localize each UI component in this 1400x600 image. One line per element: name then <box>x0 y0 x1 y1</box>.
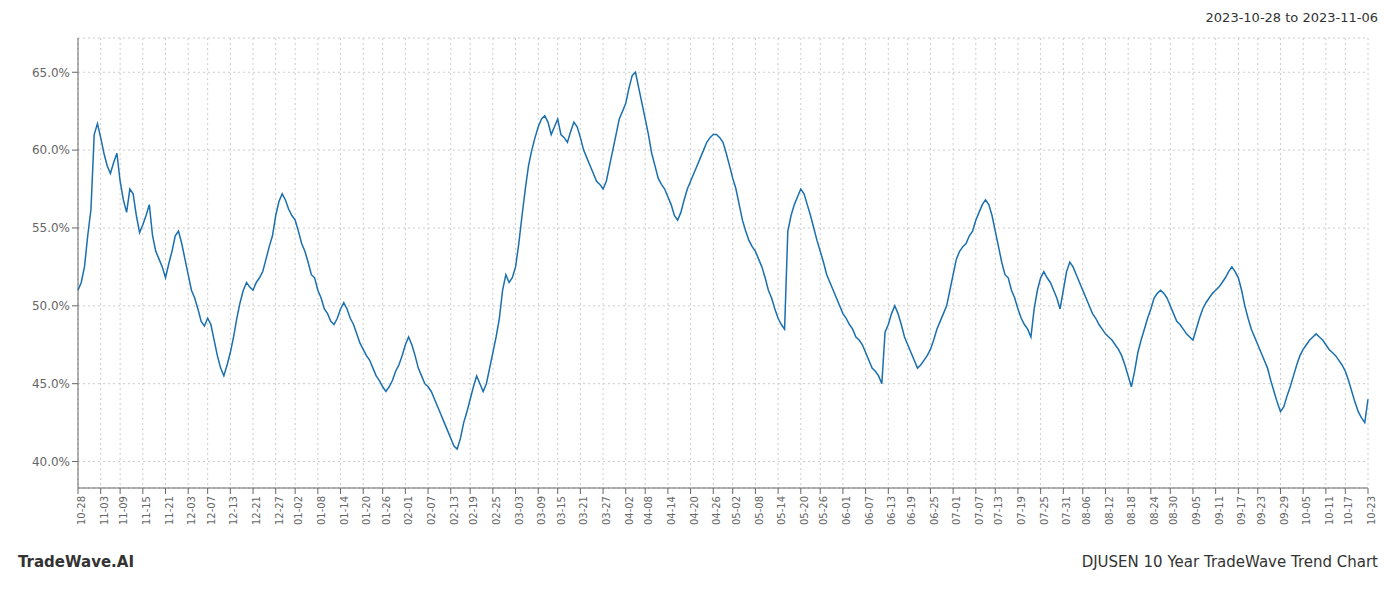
svg-text:01-26: 01-26 <box>381 496 392 525</box>
svg-text:02-19: 02-19 <box>468 496 479 525</box>
svg-text:06-01: 06-01 <box>841 496 852 525</box>
svg-text:07-25: 07-25 <box>1039 496 1050 525</box>
svg-text:04-26: 04-26 <box>711 496 722 525</box>
svg-text:06-07: 06-07 <box>864 496 875 525</box>
svg-text:08-18: 08-18 <box>1126 496 1137 525</box>
svg-text:08-24: 08-24 <box>1149 496 1160 525</box>
svg-text:07-19: 07-19 <box>1016 496 1027 525</box>
svg-text:04-14: 04-14 <box>666 496 677 525</box>
svg-text:01-14: 01-14 <box>339 496 350 525</box>
svg-text:03-15: 03-15 <box>556 496 567 525</box>
svg-text:01-20: 01-20 <box>361 496 372 525</box>
svg-text:40.0%: 40.0% <box>32 455 70 469</box>
svg-text:05-08: 05-08 <box>754 496 765 525</box>
svg-text:09-05: 09-05 <box>1191 496 1202 525</box>
svg-text:10-23: 10-23 <box>1366 496 1377 525</box>
svg-text:65.0%: 65.0% <box>32 66 70 80</box>
svg-text:06-19: 06-19 <box>906 496 917 525</box>
svg-text:09-23: 09-23 <box>1256 496 1267 525</box>
svg-text:03-27: 03-27 <box>601 496 612 525</box>
svg-text:10-05: 10-05 <box>1301 496 1312 525</box>
svg-text:09-11: 09-11 <box>1214 496 1225 525</box>
svg-text:12-03: 12-03 <box>186 496 197 525</box>
svg-text:01-08: 01-08 <box>316 496 327 525</box>
svg-text:12-21: 12-21 <box>251 496 262 525</box>
svg-text:11-15: 11-15 <box>141 496 152 525</box>
svg-text:07-31: 07-31 <box>1061 496 1072 525</box>
svg-text:09-29: 09-29 <box>1279 496 1290 525</box>
svg-text:12-07: 12-07 <box>206 496 217 525</box>
svg-text:04-08: 04-08 <box>643 496 654 525</box>
svg-text:08-06: 08-06 <box>1081 496 1092 525</box>
svg-text:07-01: 07-01 <box>951 496 962 525</box>
svg-text:05-20: 05-20 <box>799 496 810 525</box>
svg-text:07-13: 07-13 <box>993 496 1004 525</box>
svg-text:12-27: 12-27 <box>274 496 285 525</box>
svg-text:01-02: 01-02 <box>293 496 304 525</box>
svg-text:11-09: 11-09 <box>118 496 129 525</box>
svg-text:11-21: 11-21 <box>164 496 175 525</box>
svg-text:50.0%: 50.0% <box>32 299 70 313</box>
html-text:TradeWave.AI: TradeWave.AI <box>18 553 134 571</box>
svg-text:02-13: 02-13 <box>449 496 460 525</box>
svg-text:09-17: 09-17 <box>1236 496 1247 525</box>
svg-text:02-01: 02-01 <box>403 496 414 525</box>
svg-text:07-07: 07-07 <box>974 496 985 525</box>
svg-text:60.0%: 60.0% <box>32 143 70 157</box>
svg-text:05-14: 05-14 <box>776 496 787 525</box>
svg-text:05-26: 05-26 <box>818 496 829 525</box>
svg-text:11-03: 11-03 <box>99 496 110 525</box>
svg-text:06-13: 06-13 <box>886 496 897 525</box>
svg-text:10-11: 10-11 <box>1324 496 1335 525</box>
svg-text:10-28: 10-28 <box>76 496 87 525</box>
svg-text:08-12: 08-12 <box>1104 496 1115 525</box>
svg-text:02-25: 02-25 <box>491 496 502 525</box>
svg-text:04-20: 04-20 <box>689 496 700 525</box>
svg-text:04-02: 04-02 <box>624 496 635 525</box>
svg-text:08-30: 08-30 <box>1168 496 1179 525</box>
svg-text:03-21: 03-21 <box>578 496 589 525</box>
svg-text:12-13: 12-13 <box>228 496 239 525</box>
html-text:2023-10-28 to 2023-11-06: 2023-10-28 to 2023-11-06 <box>1205 10 1378 25</box>
html-text:DJUSEN 10 Year TradeWave Trend: DJUSEN 10 Year TradeWave Trend Chart <box>1081 553 1378 571</box>
svg-text:06-25: 06-25 <box>929 496 940 525</box>
svg-text:02-07: 02-07 <box>426 496 437 525</box>
svg-text:03-09: 03-09 <box>536 496 547 525</box>
svg-text:10-17: 10-17 <box>1343 496 1354 525</box>
svg-text:05-02: 05-02 <box>731 496 742 525</box>
svg-text:45.0%: 45.0% <box>32 377 70 391</box>
svg-text:03-03: 03-03 <box>514 496 525 525</box>
svg-text:55.0%: 55.0% <box>32 221 70 235</box>
